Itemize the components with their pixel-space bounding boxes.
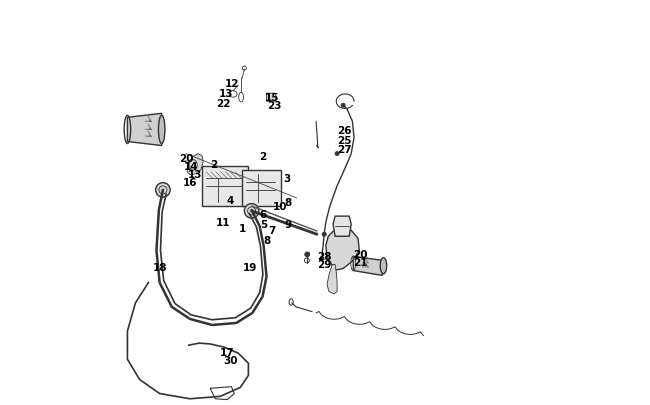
Polygon shape [327,265,337,294]
Text: 22: 22 [216,99,231,109]
Text: 10: 10 [272,202,287,211]
Text: 2: 2 [259,151,266,161]
Text: 13: 13 [219,89,233,99]
Text: 15: 15 [265,93,279,103]
Ellipse shape [320,257,324,261]
FancyBboxPatch shape [242,171,281,207]
Text: 8: 8 [284,198,292,207]
Ellipse shape [380,258,387,274]
Polygon shape [127,114,162,146]
Polygon shape [333,217,351,237]
Ellipse shape [335,152,339,156]
Ellipse shape [244,204,259,219]
Polygon shape [353,257,384,276]
Text: 20: 20 [179,153,193,163]
Text: 7: 7 [268,226,276,236]
Text: 17: 17 [220,347,235,357]
Text: 14: 14 [184,161,198,171]
Polygon shape [187,154,203,175]
FancyBboxPatch shape [202,166,248,207]
Text: 2: 2 [211,159,218,169]
Text: 8: 8 [263,236,270,246]
Text: 21: 21 [353,258,368,268]
Ellipse shape [304,258,309,263]
Text: 16: 16 [183,177,197,188]
Text: 26: 26 [337,126,352,136]
Text: 6: 6 [259,209,266,220]
Text: 12: 12 [225,79,239,89]
Text: 9: 9 [284,220,291,230]
Text: 19: 19 [243,262,257,272]
Polygon shape [266,94,277,102]
Text: 5: 5 [260,220,267,230]
Text: 29: 29 [317,260,332,270]
Ellipse shape [341,104,345,108]
Text: 11: 11 [216,217,231,228]
Text: 3: 3 [283,173,291,183]
Ellipse shape [305,252,309,257]
Polygon shape [326,228,359,271]
Ellipse shape [322,232,326,237]
Text: 30: 30 [223,355,237,365]
Text: 27: 27 [337,145,352,154]
Text: 23: 23 [267,101,282,111]
Text: 4: 4 [227,196,234,205]
Text: 1: 1 [239,224,246,234]
Ellipse shape [155,183,170,198]
Text: 18: 18 [153,262,168,272]
Ellipse shape [159,116,165,144]
Text: 28: 28 [317,252,332,262]
Text: 20: 20 [353,250,368,260]
Text: 13: 13 [188,169,202,179]
Text: 25: 25 [337,135,352,145]
